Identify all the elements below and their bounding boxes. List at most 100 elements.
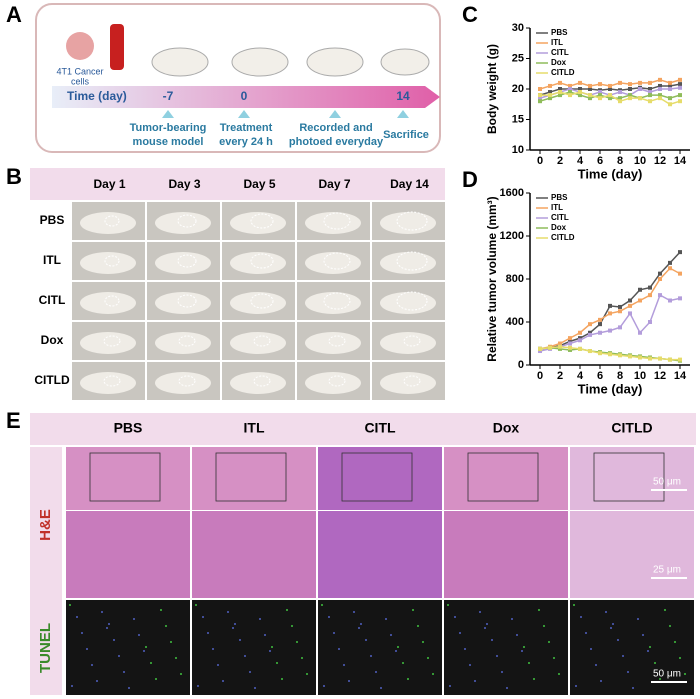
panel-letter: A xyxy=(6,2,22,27)
mouse-body xyxy=(305,332,361,354)
tube-icon xyxy=(110,24,124,70)
legend-label: ITL xyxy=(551,38,563,47)
x-tick-label: 2 xyxy=(557,370,563,382)
data-point xyxy=(598,90,602,95)
data-point xyxy=(668,357,672,362)
data-point xyxy=(568,90,572,95)
stain-dot xyxy=(600,680,602,682)
stain-dot xyxy=(654,662,656,664)
data-point xyxy=(618,309,622,314)
legend-label: CITL xyxy=(551,48,569,57)
stain-dot xyxy=(580,616,582,618)
micrograph xyxy=(570,600,694,695)
stain-dot xyxy=(239,639,241,641)
stain-dot xyxy=(197,685,199,687)
y-tick-label: 30 xyxy=(512,22,524,34)
stain-dot xyxy=(543,625,545,627)
data-point xyxy=(608,311,612,316)
scale-bar-label: 50 μm xyxy=(653,477,681,488)
stain-dot xyxy=(91,664,93,666)
micrograph xyxy=(66,600,190,695)
data-point xyxy=(578,80,582,85)
data-point xyxy=(588,349,592,354)
y-tick-label: 400 xyxy=(506,316,524,328)
step-label: Tumor-bearing xyxy=(130,122,207,134)
stain-dot xyxy=(165,625,167,627)
micrograph xyxy=(192,447,316,510)
tumor-outline xyxy=(104,215,120,227)
row-label: H&E xyxy=(37,509,54,541)
tumor-outline xyxy=(323,252,351,270)
data-point xyxy=(608,328,612,333)
mouse-body xyxy=(230,372,286,394)
mouse-body xyxy=(380,212,436,234)
data-point xyxy=(678,296,682,301)
x-tick-label: 0 xyxy=(537,370,543,382)
mouse-body xyxy=(305,252,361,274)
stain-dot xyxy=(202,616,204,618)
data-point xyxy=(568,83,572,88)
micrograph xyxy=(570,447,694,510)
column-label: Dox xyxy=(493,420,520,436)
step-label: every 24 h xyxy=(219,136,273,148)
stain-dot xyxy=(610,627,612,629)
stain-dot xyxy=(486,623,488,625)
cells-label: 4T1 Cancer xyxy=(56,66,103,76)
stain-dot xyxy=(385,618,387,620)
column-label: Day 14 xyxy=(390,177,429,191)
x-tick-label: 10 xyxy=(634,155,646,167)
data-point xyxy=(558,341,562,346)
stain-dot xyxy=(459,632,461,634)
data-point xyxy=(658,87,662,91)
mouse-body xyxy=(230,212,286,234)
header-bar xyxy=(30,168,445,200)
data-point xyxy=(578,338,582,343)
data-point xyxy=(558,90,562,95)
data-point xyxy=(658,96,662,101)
tumor-outline xyxy=(178,375,196,387)
mouse-body xyxy=(155,252,211,274)
zoom-box xyxy=(215,452,287,502)
stain-dot xyxy=(69,604,71,606)
data-point xyxy=(648,80,652,85)
legend-label: PBS xyxy=(551,193,568,202)
x-tick-label: 0 xyxy=(537,155,543,167)
data-point xyxy=(608,303,612,308)
stain-dot xyxy=(432,673,434,675)
data-point xyxy=(568,93,572,98)
stain-dot xyxy=(370,655,372,657)
stain-dot xyxy=(180,673,182,675)
x-tick-label: 8 xyxy=(617,370,623,382)
stain-dot xyxy=(254,687,256,689)
stain-dot xyxy=(175,657,177,659)
mouse-body xyxy=(155,372,211,394)
legend-label: CITL xyxy=(551,213,569,222)
data-point xyxy=(628,303,632,308)
data-point xyxy=(578,346,582,351)
mouse-body xyxy=(305,372,361,394)
tumor-outline xyxy=(396,251,428,271)
data-point xyxy=(598,330,602,335)
tumor-outline xyxy=(403,335,421,347)
data-point xyxy=(638,287,642,292)
tumor-outline xyxy=(103,375,121,387)
legend-label: Dox xyxy=(551,223,567,232)
stain-dot xyxy=(234,623,236,625)
stain-dot xyxy=(123,671,125,673)
data-point xyxy=(678,99,682,104)
y-tick-label: 1200 xyxy=(500,230,524,242)
micrograph xyxy=(318,600,442,695)
step-label: mouse model xyxy=(133,136,204,148)
column-label: ITL xyxy=(244,420,265,436)
stain-dot xyxy=(395,650,397,652)
stain-dot xyxy=(212,648,214,650)
stain-dot xyxy=(612,623,614,625)
data-point xyxy=(628,82,632,87)
data-point xyxy=(678,271,682,276)
tumor-outline xyxy=(104,255,120,267)
tumor-outline xyxy=(250,253,274,269)
data-point xyxy=(638,80,642,85)
x-tick-label: 6 xyxy=(597,155,603,167)
column-label: CITLD xyxy=(611,420,652,436)
data-point xyxy=(668,96,672,101)
